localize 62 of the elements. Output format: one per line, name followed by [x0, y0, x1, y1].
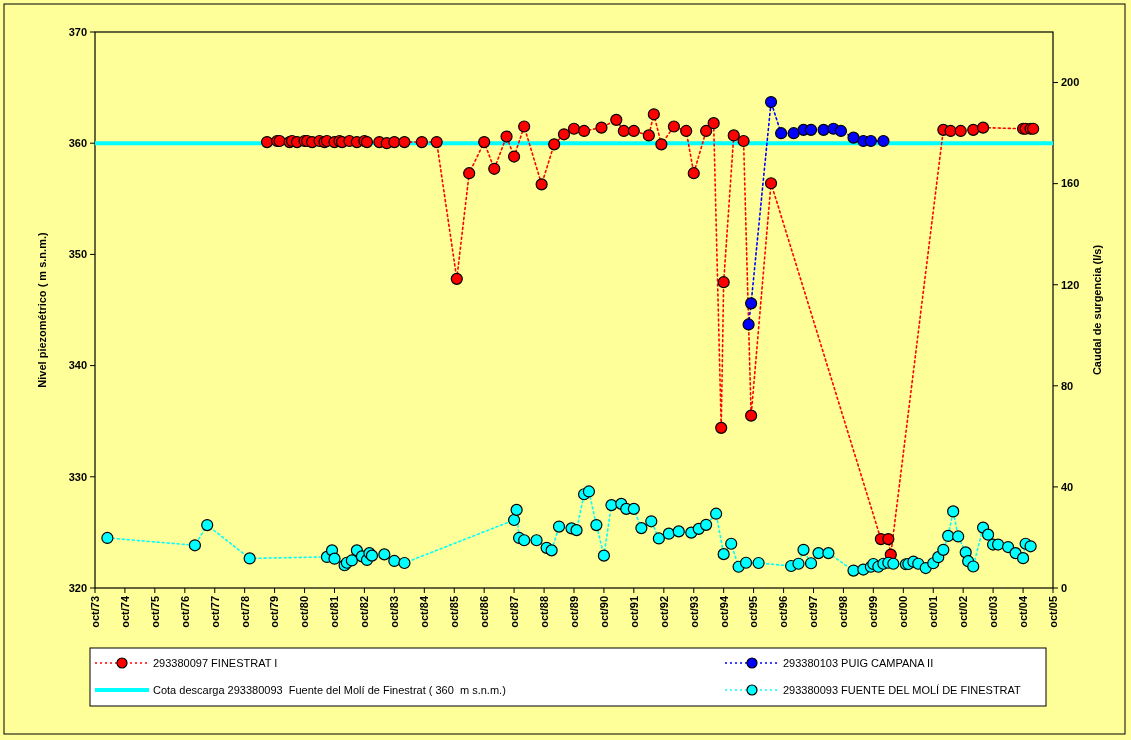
- x-tick-label: oct/82: [358, 596, 371, 628]
- point: [775, 127, 788, 140]
- x-tick-label: oct/73: [88, 596, 101, 628]
- legend-label: Cota descarga 293380093 Fuente del Molí de Finestrat ( 360 m s.n.m.): [153, 683, 506, 696]
- x-tick-label: oct/75: [148, 596, 161, 628]
- y2-tick-label: 80: [1061, 379, 1074, 392]
- point: [864, 134, 877, 148]
- y-tick-label: 360: [68, 137, 87, 150]
- x-tick-label: oct/96: [777, 596, 790, 628]
- legend-label: 293380097 FINESTRAT I: [153, 656, 278, 669]
- y2-tick-label: 40: [1061, 480, 1074, 493]
- x-tick-label: oct/92: [657, 596, 670, 628]
- x-tick-label: oct/94: [717, 595, 730, 628]
- legend-label: 293380103 PUIG CAMPANA II: [783, 656, 934, 669]
- x-tick-label: oct/93: [687, 596, 700, 628]
- x-tick-label: oct/91: [627, 596, 640, 628]
- x-tick-label: oct/98: [837, 596, 850, 628]
- x-tick-label: oct/88: [537, 596, 550, 628]
- x-tick-label: oct/97: [807, 596, 820, 628]
- x-tick-label: oct/02: [957, 596, 970, 628]
- y2-tick-label: 160: [1061, 177, 1080, 190]
- y-tick-label: 370: [68, 25, 87, 38]
- x-tick-label: oct/74: [118, 595, 131, 628]
- x-tick-label: oct/99: [867, 596, 880, 628]
- point: [877, 134, 890, 148]
- x-tick-label: oct/77: [208, 596, 221, 628]
- x-tick-label: oct/90: [597, 596, 610, 628]
- x-tick-label: oct/79: [268, 596, 281, 628]
- point: [834, 124, 848, 138]
- y2-axis-title: Caudal de surgencia (l/s): [1091, 244, 1103, 376]
- point: [764, 95, 778, 109]
- x-tick-label: oct/81: [328, 596, 341, 628]
- x-tick-label: oct/89: [567, 596, 580, 628]
- y-axis-title: Nivel piezométrico ( m s.n.m.): [36, 232, 48, 388]
- x-tick-label: oct/03: [986, 596, 999, 628]
- y-tick-label: 350: [68, 248, 87, 261]
- x-tick-label: oct/95: [747, 596, 760, 628]
- x-tick-label: oct/85: [448, 596, 461, 628]
- y-tick-label: 320: [68, 581, 87, 594]
- x-tick-label: oct/76: [178, 596, 191, 628]
- y-tick-label: 340: [68, 359, 87, 372]
- legend-label: 293380093 FUENTE DEL MOLÍ DE FINESTRAT: [783, 683, 1022, 696]
- x-tick-label: oct/80: [298, 596, 311, 628]
- y2-tick-label: 120: [1061, 278, 1080, 291]
- y-tick-label: 330: [68, 470, 87, 483]
- x-tick-label: oct/86: [478, 596, 491, 628]
- x-tick-label: oct/04: [1016, 595, 1029, 628]
- x-tick-label: oct/01: [927, 596, 940, 628]
- point: [804, 123, 818, 136]
- x-tick-label: oct/00: [897, 596, 910, 628]
- point: [847, 131, 860, 144]
- point: [787, 127, 800, 140]
- x-tick-label: oct/84: [418, 595, 431, 628]
- y2-tick-label: 0: [1061, 581, 1068, 594]
- y2-tick-label: 200: [1061, 76, 1080, 89]
- point: [742, 318, 755, 331]
- point: [745, 297, 758, 310]
- point: [817, 123, 830, 136]
- x-tick-label: oct/05: [1046, 596, 1059, 628]
- x-tick-label: oct/87: [507, 596, 520, 628]
- x-tick-label: oct/83: [388, 596, 401, 628]
- x-tick-label: oct/78: [238, 596, 251, 628]
